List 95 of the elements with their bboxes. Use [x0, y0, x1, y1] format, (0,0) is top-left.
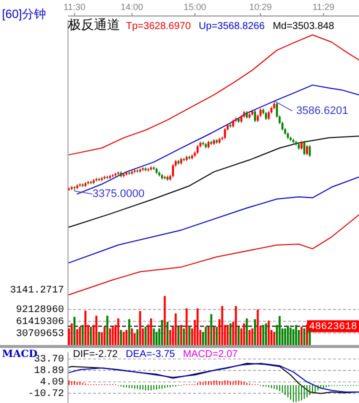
- text: Up=3568.8266: [198, 21, 266, 32]
- bar: [234, 306, 237, 345]
- bar: [182, 328, 185, 345]
- bar: [256, 310, 259, 345]
- text: Tp=3628.6970: [126, 21, 192, 32]
- y-tick-label: 92128960: [16, 305, 64, 316]
- bar: [180, 324, 182, 345]
- bar: [254, 319, 256, 345]
- x-tick-label: 11:29: [312, 2, 334, 12]
- bar: [78, 326, 81, 345]
- candlestick: [254, 110, 256, 122]
- bar: [156, 332, 158, 345]
- bar: [303, 328, 306, 345]
- series-label: DIF=-2.72: [73, 349, 118, 360]
- candlestick: [308, 144, 311, 158]
- annotation: MACD=2.07: [182, 349, 238, 360]
- bar: [226, 324, 229, 345]
- bar: [213, 326, 215, 345]
- bar: [295, 324, 298, 345]
- bar: [243, 323, 246, 345]
- chart-title: 极反通道: [67, 17, 120, 32]
- bar: [174, 313, 177, 345]
- bar: [268, 320, 270, 345]
- x-tick-label: 11:30: [64, 2, 86, 12]
- bar: [208, 326, 210, 345]
- bar: [73, 316, 76, 345]
- bar: [130, 328, 133, 345]
- series-label: DEA=-3.75: [126, 349, 176, 360]
- bar: [136, 329, 138, 345]
- y-tick-label: 33.70: [34, 354, 64, 366]
- y-tick-label: 61419306: [16, 316, 64, 328]
- text: 3141.2717: [10, 286, 64, 297]
- bar: [104, 326, 106, 345]
- bar: [98, 332, 100, 345]
- bar: [150, 318, 152, 345]
- candlestick: [306, 144, 308, 156]
- candlestick: [224, 128, 226, 140]
- bar: [166, 322, 168, 345]
- bar: [188, 326, 190, 345]
- bar: [262, 324, 264, 345]
- bar: [229, 323, 232, 345]
- bar: [248, 330, 251, 345]
- bar: [246, 318, 248, 345]
- bar: [216, 326, 218, 345]
- bar: [308, 329, 311, 345]
- bar: [122, 332, 125, 345]
- x-tick-label: 15:00: [184, 2, 206, 12]
- bar: [196, 308, 199, 345]
- bar: [70, 323, 73, 345]
- bar: [109, 328, 112, 345]
- bar: [238, 326, 240, 345]
- y-tick-label: 18.89: [34, 366, 64, 378]
- annotation: 3586.6201: [296, 104, 348, 117]
- bar: [144, 326, 147, 345]
- bar: [177, 326, 180, 345]
- x-tick-label: 14:00: [120, 2, 144, 12]
- y-tick-label: -10.72: [28, 388, 64, 400]
- bar: [284, 328, 286, 345]
- candlestick: [172, 164, 174, 178]
- chart-subtitle: [60]分钟: [2, 7, 46, 21]
- bar: [251, 328, 254, 345]
- bar: [161, 320, 164, 345]
- bar: [84, 310, 86, 345]
- bar: [125, 330, 128, 345]
- bar: [290, 328, 292, 345]
- candlestick: [303, 140, 306, 156]
- bar: [117, 318, 120, 345]
- y-tick-label: 4.09: [40, 378, 64, 389]
- bar: [210, 314, 212, 345]
- ref-line-label: 48623618: [308, 322, 357, 333]
- annotation: 3375.0000: [92, 188, 144, 200]
- bar: [221, 306, 224, 345]
- x-tick-label: 10:29: [249, 2, 272, 12]
- bar: [128, 319, 130, 345]
- bar: [106, 316, 108, 345]
- bar: [169, 330, 172, 345]
- bar: [152, 328, 155, 345]
- bar: [76, 329, 78, 345]
- bar: [90, 326, 92, 345]
- text: Md=3503.848: [272, 21, 335, 32]
- bar: [112, 326, 114, 345]
- bar: [264, 323, 267, 345]
- bar: [164, 296, 166, 345]
- bar: [139, 311, 142, 345]
- bar: [95, 316, 98, 345]
- bar: [204, 326, 207, 345]
- bar: [82, 324, 84, 345]
- bar: [300, 326, 303, 345]
- bar: [120, 330, 122, 345]
- bar: [286, 326, 289, 345]
- bar: [186, 308, 188, 345]
- y-tick-label: 30709653: [16, 328, 64, 340]
- bar: [273, 332, 276, 345]
- bar: [278, 316, 281, 345]
- bar: [292, 329, 294, 345]
